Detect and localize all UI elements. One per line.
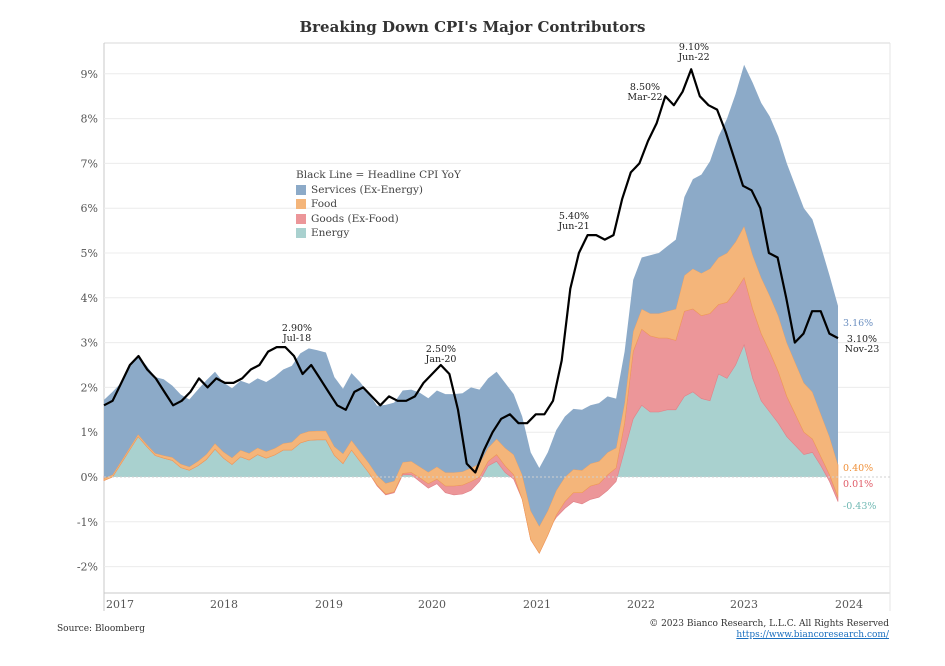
annotation-date: Nov-23: [845, 344, 880, 355]
legend-swatch-goods: [296, 213, 306, 224]
area-services: [104, 64, 838, 527]
y-tick-label: 4%: [81, 292, 98, 305]
annotation-date: Jun-21: [557, 221, 589, 232]
legend-swatch-energy: [296, 228, 306, 239]
legend: Black Line = Headline CPI YoY Services (…: [296, 168, 461, 241]
annotation-value: 2.90%: [282, 323, 312, 334]
y-tick-label: 1%: [81, 426, 98, 439]
y-tick-label: -2%: [77, 561, 98, 574]
website-link[interactable]: https://www.biancoresearch.com/: [736, 630, 889, 640]
source-note: Source: Bloomberg: [57, 624, 145, 634]
y-tick-label: 0%: [81, 471, 98, 484]
y-tick-label: 3%: [81, 337, 98, 350]
chart-title: Breaking Down CPI's Major Contributors: [299, 18, 646, 36]
y-tick-label: 6%: [81, 202, 98, 215]
legend-swatch-services: [296, 184, 306, 195]
x-tick-label: 2021: [523, 598, 551, 611]
legend-swatch-food: [296, 199, 306, 210]
end-label: -0.43%: [843, 501, 876, 512]
stacked-areas: [103, 64, 839, 554]
legend-item-services: Services (Ex-Energy): [296, 183, 461, 198]
axes: -2% -1% 0% 1% 2% 3% 4% 5% 6% 7% 8% 9% 2017 2018 2019 20…: [77, 68, 863, 611]
y-tick-label: 2%: [81, 381, 98, 394]
legend-item-food: Food: [296, 197, 461, 212]
x-tick-label: 2022: [627, 598, 655, 611]
end-label: 0.40%: [843, 463, 873, 474]
annotation-date: Jul-18: [282, 333, 311, 344]
x-tick-label: 2017: [106, 598, 134, 611]
annotation-value: 3.10%: [847, 334, 877, 345]
y-tick-label: 5%: [81, 247, 98, 260]
y-tick-label: 7%: [81, 157, 98, 170]
y-tick-label: 9%: [81, 68, 98, 81]
end-label: 3.16%: [843, 318, 873, 329]
legend-header: Black Line = Headline CPI YoY: [296, 169, 461, 181]
x-tick-label: 2024: [835, 598, 863, 611]
y-tick-label: 8%: [81, 113, 98, 126]
annotation-date: Jun-22: [677, 52, 709, 63]
annotations: 2.90%Jul-18 2.50%Jan-20 5.40%Jun-21 8.50%Ma…: [282, 42, 879, 512]
annotation-value: 5.40%: [559, 211, 589, 222]
annotation-value: 2.50%: [426, 344, 456, 355]
y-tick-label: -1%: [77, 516, 98, 529]
x-tick-label: 2020: [418, 598, 446, 611]
annotation-date: Mar-22: [627, 92, 662, 103]
end-label: 0.01%: [843, 479, 873, 490]
legend-item-energy: Energy: [296, 226, 461, 241]
x-tick-label: 2018: [210, 598, 238, 611]
legend-item-goods: Goods (Ex-Food): [296, 212, 461, 227]
headline-cpi-line: [103, 68, 839, 474]
annotation-date: Jan-20: [425, 354, 457, 365]
area-energy: [104, 344, 838, 547]
x-tick-label: 2019: [315, 598, 343, 611]
headline-line: [103, 68, 839, 474]
x-tick-label: 2023: [730, 598, 758, 611]
copyright-block: © 2023 Bianco Research, L.L.C. All Right…: [649, 619, 889, 641]
annotation-value: 9.10%: [679, 42, 709, 53]
annotation-value: 8.50%: [630, 82, 660, 93]
copyright-text: © 2023 Bianco Research, L.L.C. All Right…: [649, 619, 889, 629]
